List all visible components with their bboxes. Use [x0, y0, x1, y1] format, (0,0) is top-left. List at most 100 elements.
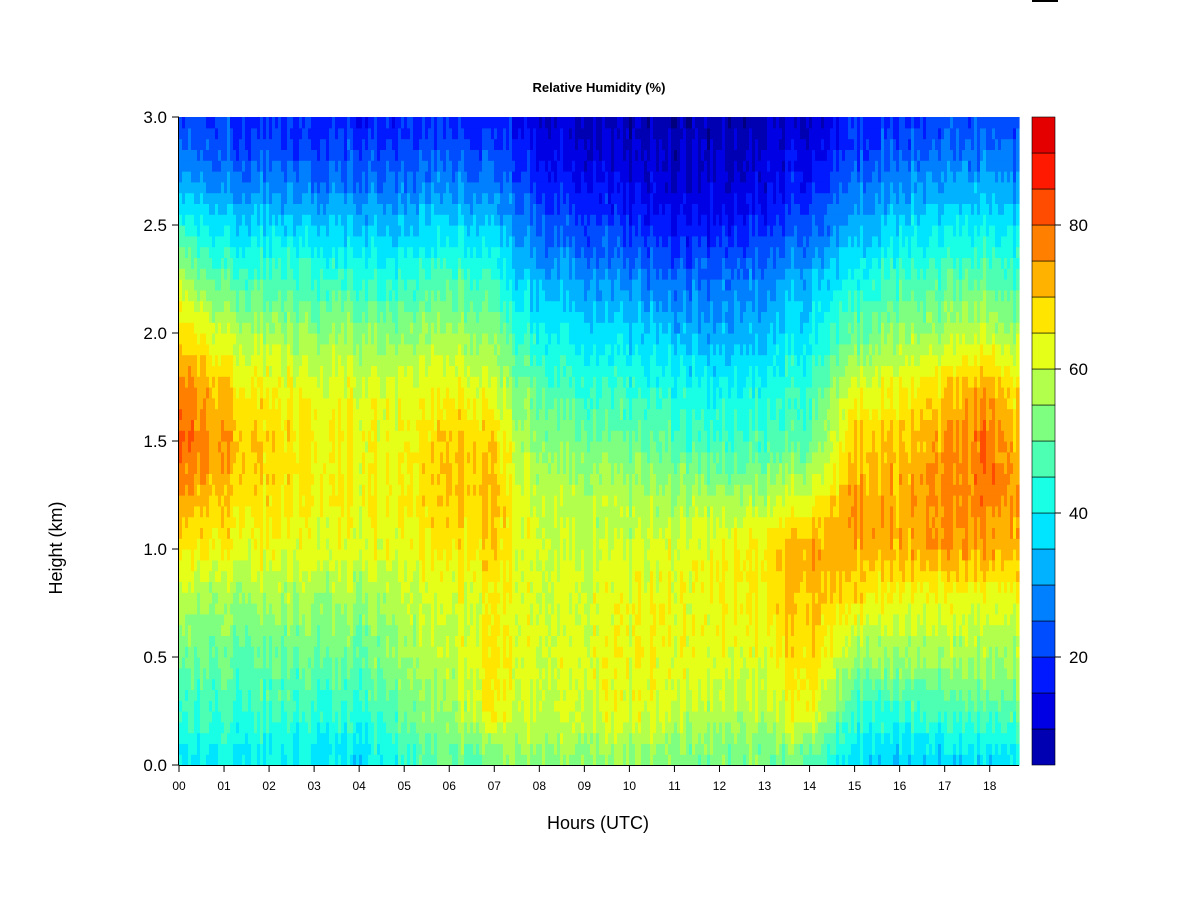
heatmap-cell [323, 646, 327, 658]
heatmap-cell [314, 365, 318, 377]
heatmap-cell [239, 387, 243, 399]
heatmap-cell [266, 214, 270, 226]
heatmap-cell [296, 538, 300, 550]
heatmap-cell [293, 451, 297, 464]
heatmap-cell [341, 732, 345, 744]
heatmap-cell [197, 549, 201, 561]
heatmap-cell [215, 462, 219, 474]
heatmap-cell [281, 462, 285, 474]
heatmap-cell [248, 581, 252, 593]
heatmap-cell [302, 603, 306, 615]
heatmap-cell [179, 268, 183, 280]
heatmap-cell [296, 721, 300, 734]
heatmap-cell [218, 613, 222, 626]
heatmap-cell [221, 376, 225, 388]
heatmap-cell [257, 138, 261, 150]
heatmap-cell [248, 149, 252, 161]
heatmap-cell [203, 365, 207, 377]
heatmap-cell [263, 365, 267, 377]
heatmap-cell [335, 743, 339, 755]
heatmap-cell [254, 559, 258, 572]
heatmap-cell [188, 397, 192, 410]
heatmap-cell [293, 365, 297, 377]
heatmap-cell [245, 603, 249, 615]
heatmap-cell [293, 538, 297, 550]
heatmap-cell [227, 333, 231, 345]
heatmap-cell [323, 322, 327, 334]
heatmap-cell [302, 441, 306, 453]
heatmap-cell [278, 322, 282, 334]
heatmap-cell [251, 117, 255, 129]
heatmap-cell [230, 127, 234, 140]
heatmap-cell [206, 462, 210, 474]
heatmap-cell [305, 527, 309, 539]
heatmap-cell [209, 171, 213, 183]
heatmap-cell [248, 354, 252, 366]
heatmap-cell [236, 527, 240, 539]
heatmap-cell [314, 127, 318, 140]
heatmap-cell [206, 225, 210, 237]
heatmap-cell [299, 127, 303, 140]
heatmap-cell [218, 214, 222, 226]
heatmap-cell [293, 657, 297, 669]
heatmap-cell [296, 268, 300, 280]
heatmap-cell [314, 495, 318, 507]
heatmap-cell [188, 527, 192, 539]
heatmap-cell [194, 451, 198, 464]
heatmap-cell [212, 203, 216, 215]
heatmap-cell [293, 171, 297, 183]
heatmap-cell [275, 505, 279, 518]
heatmap-cell [305, 365, 309, 377]
heatmap-cell [314, 527, 318, 539]
heatmap-cell [293, 268, 297, 280]
heatmap-cell [233, 559, 237, 572]
heatmap-cell [236, 397, 240, 410]
heatmap-cell [317, 495, 321, 507]
heatmap-cell [203, 603, 207, 615]
heatmap-cell [281, 711, 285, 723]
heatmap-cell [212, 721, 216, 734]
heatmap-cell [305, 581, 309, 593]
heatmap-cell [332, 711, 336, 723]
heatmap-cell [197, 667, 201, 680]
heatmap-cell [266, 354, 270, 366]
heatmap-cell [275, 160, 279, 172]
heatmap-cell [257, 268, 261, 280]
heatmap-plot-area [179, 117, 1020, 766]
heatmap-cell [302, 279, 306, 291]
heatmap-cell [341, 646, 345, 658]
heatmap-cell [308, 451, 312, 464]
heatmap-cell [179, 322, 183, 334]
heatmap-cell [233, 365, 237, 377]
heatmap-cell [188, 754, 192, 766]
heatmap-cell [275, 613, 279, 626]
heatmap-cell [185, 365, 189, 377]
heatmap-cell [218, 451, 222, 464]
heatmap-cell [200, 311, 204, 323]
heatmap-cell [293, 257, 297, 269]
heatmap-cell [293, 311, 297, 323]
heatmap-cell [311, 408, 315, 420]
heatmap-cell [185, 527, 189, 539]
heatmap-cell [197, 289, 201, 302]
heatmap-cell [266, 473, 270, 485]
heatmap-cell [266, 516, 270, 528]
heatmap-cell [188, 387, 192, 399]
heatmap-cell [296, 527, 300, 539]
heatmap-cell [242, 559, 246, 572]
heatmap-cell [248, 700, 252, 712]
heatmap-cell [302, 225, 306, 237]
heatmap-cell [341, 624, 345, 636]
heatmap-cell [287, 711, 291, 723]
heatmap-cell [179, 613, 183, 626]
heatmap-cell [326, 225, 330, 237]
heatmap-cell [326, 505, 330, 518]
heatmap-cell [182, 700, 186, 712]
heatmap-cell [269, 171, 273, 183]
heatmap-cell [197, 711, 201, 723]
heatmap-cell [179, 538, 183, 550]
heatmap-cell [320, 495, 324, 507]
heatmap-cell [200, 516, 204, 528]
heatmap-cell [227, 527, 231, 539]
heatmap-cell [272, 343, 276, 356]
